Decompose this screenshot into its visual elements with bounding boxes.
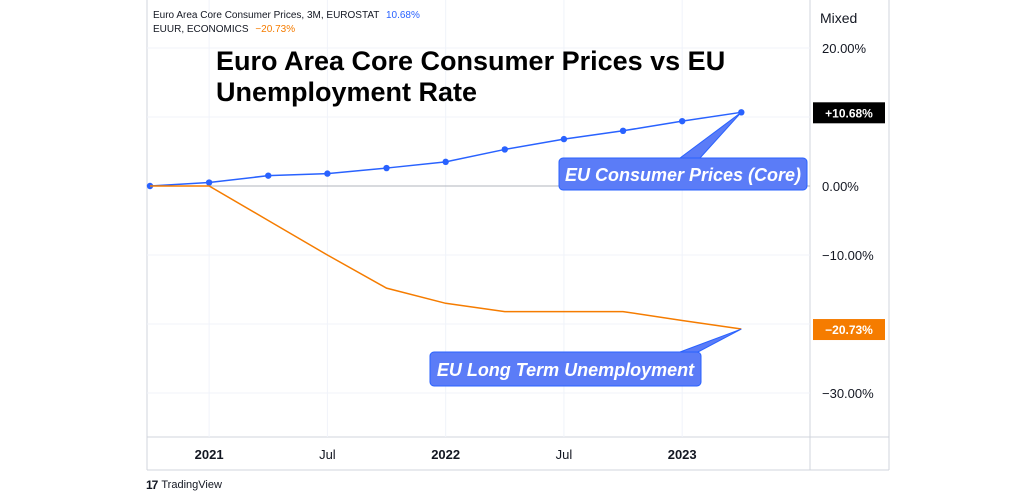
callout-box[interactable] bbox=[558, 157, 808, 191]
legend: Euro Area Core Consumer Prices, 3M, EURO… bbox=[153, 10, 420, 35]
last-value-text: +10.68% bbox=[825, 106, 873, 120]
y-tick-label: −10.00% bbox=[822, 248, 874, 263]
scale-mode-label[interactable]: Mixed bbox=[820, 10, 857, 26]
callout-box[interactable] bbox=[429, 351, 702, 387]
y-tick-label: 0.00% bbox=[822, 179, 859, 194]
callout-label: EU Consumer Prices (Core) bbox=[565, 165, 801, 185]
tradingview-watermark[interactable]: 17 TradingView bbox=[146, 478, 222, 492]
x-axis: 2021 Jul 2022 Jul 2023 bbox=[195, 447, 697, 462]
legend-prices-name: Euro Area Core Consumer Prices, 3M, EURO… bbox=[153, 10, 379, 21]
x-tick-label: Jul bbox=[556, 447, 573, 462]
callout-label: EU Long Term Unemployment bbox=[437, 360, 695, 380]
y-tick-label: −30.00% bbox=[822, 386, 874, 401]
last-value-labels: +10.68% −20.73% bbox=[813, 102, 885, 341]
legend-prices-value: 10.68% bbox=[386, 10, 420, 21]
last-value-text: −20.73% bbox=[825, 323, 873, 337]
legend-unemployment-name: EUUR, ECONOMICS bbox=[153, 24, 249, 35]
x-tick-label: Jul bbox=[319, 447, 336, 462]
x-tick-label: 2022 bbox=[431, 447, 460, 462]
data-point[interactable] bbox=[442, 158, 449, 166]
data-point[interactable] bbox=[324, 170, 331, 177]
legend-item-unemployment[interactable]: EUUR, ECONOMICS −20.73% bbox=[153, 24, 295, 35]
data-point[interactable] bbox=[205, 179, 213, 186]
data-point[interactable] bbox=[619, 127, 627, 134]
series-line-1[interactable] bbox=[150, 185, 742, 330]
y-tick-label: 20.00% bbox=[822, 41, 867, 56]
y-axis: 20.00% 0.00% −10.00% −30.00% bbox=[822, 41, 874, 401]
last-value-badge bbox=[813, 102, 885, 124]
x-tick-label: 2023 bbox=[668, 447, 697, 462]
legend-unemployment-value: −20.73% bbox=[255, 24, 295, 35]
data-point[interactable] bbox=[383, 164, 390, 172]
tradingview-brand: TradingView bbox=[161, 479, 222, 491]
chart-title: Euro Area Core Consumer Prices vs EU Une… bbox=[216, 46, 733, 107]
legend-item-prices[interactable]: Euro Area Core Consumer Prices, 3M, EURO… bbox=[153, 10, 420, 21]
callout-layer: EU Consumer Prices (Core) EU Long Term Un… bbox=[429, 111, 808, 387]
data-point[interactable] bbox=[501, 146, 508, 153]
data-point[interactable] bbox=[560, 135, 568, 143]
chart-title-line-2: Unemployment Rate bbox=[216, 77, 477, 107]
last-value-badge bbox=[813, 319, 885, 341]
chart-title-line-1: Euro Area Core Consumer Prices vs EU bbox=[216, 46, 725, 76]
x-tick-label: 2021 bbox=[195, 447, 224, 462]
data-point[interactable] bbox=[265, 172, 272, 179]
tradingview-logo-icon: 17 bbox=[146, 478, 158, 492]
data-point[interactable] bbox=[678, 117, 686, 125]
